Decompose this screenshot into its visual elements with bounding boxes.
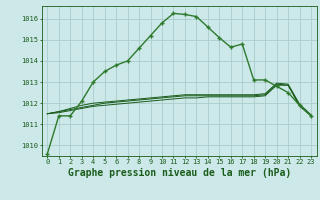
X-axis label: Graphe pression niveau de la mer (hPa): Graphe pression niveau de la mer (hPa) [68, 168, 291, 178]
